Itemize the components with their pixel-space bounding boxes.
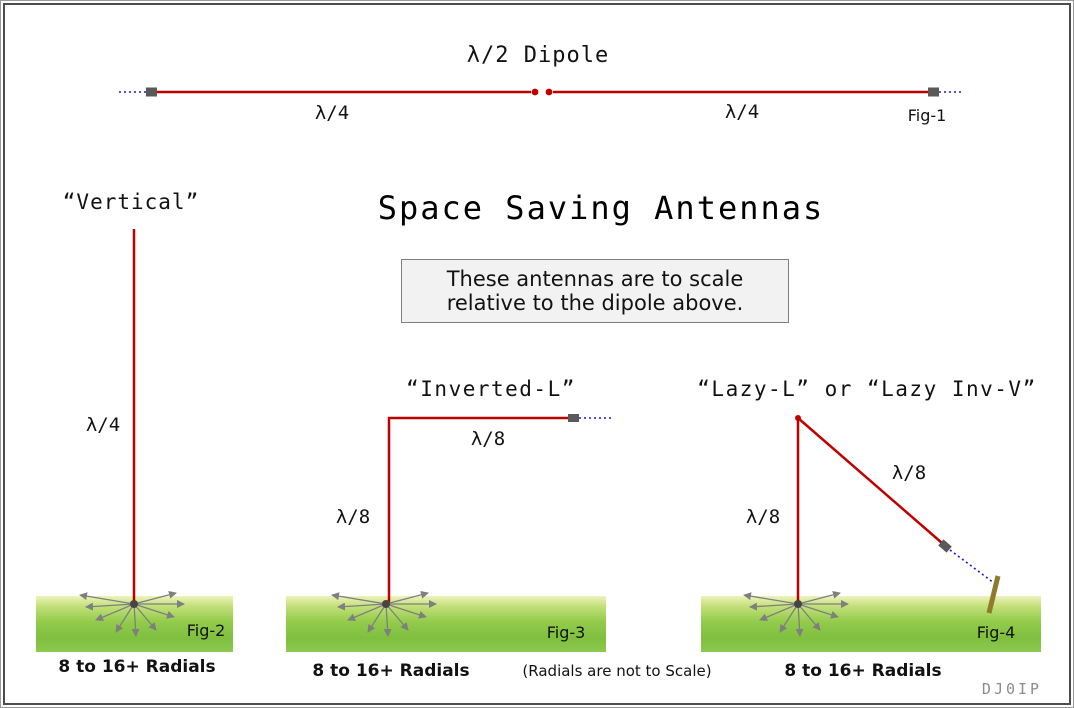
feedpoint-dots bbox=[531, 88, 801, 421]
inverted-l-insulator bbox=[568, 414, 579, 422]
lazy-l-rope bbox=[949, 549, 995, 584]
ground-stake bbox=[986, 575, 1001, 614]
inverted-l-title: “Inverted-L” bbox=[406, 377, 576, 401]
dipole-title: λ/2 Dipole bbox=[466, 43, 610, 68]
lazy-l-insulator bbox=[938, 539, 952, 553]
lazy-l-diag-length-label: λ/8 bbox=[891, 462, 927, 484]
inverted-l-wire bbox=[387, 416, 569, 604]
dipole-feedpoint-left-dot bbox=[531, 88, 539, 96]
dipole-left-insulator bbox=[146, 87, 157, 97]
fig3-label: Fig-3 bbox=[546, 623, 586, 642]
insulators bbox=[146, 87, 952, 553]
fig1-label: Fig-1 bbox=[907, 106, 947, 125]
inverted-l-top-length-label: λ/8 bbox=[470, 428, 506, 450]
dipole-feedpoint-right-dot bbox=[545, 88, 553, 96]
rope-lines bbox=[119, 91, 995, 584]
lazy-l-apex-dot bbox=[795, 415, 801, 421]
page-title: Space Saving Antennas bbox=[377, 189, 825, 227]
lazy-l-title: “Lazy-L” or “Lazy Inv-V” bbox=[697, 377, 1037, 401]
fig3-radials-label: 8 to 16+ Radials bbox=[312, 661, 470, 681]
ground-fig3 bbox=[286, 596, 606, 652]
scale-note-box: These antennas are to scale relative to … bbox=[401, 259, 789, 323]
radials-scale-note: (Radials are not to Scale) bbox=[522, 662, 712, 680]
scale-note-line1: These antennas are to scale bbox=[446, 267, 744, 291]
fig4-radials-label: 8 to 16+ Radials bbox=[784, 661, 942, 681]
watermark-callsign: DJ0IP bbox=[981, 680, 1043, 698]
lazy-l-side-length-label: λ/8 bbox=[745, 506, 781, 528]
antenna-wires bbox=[132, 90, 943, 604]
fig2-radials-label: 8 to 16+ Radials bbox=[58, 657, 216, 677]
lazy-l-sloping-wire bbox=[797, 417, 943, 544]
ground-patches bbox=[36, 596, 1041, 652]
dipole-left-length-label: λ/4 bbox=[314, 102, 350, 124]
inverted-l-side-length-label: λ/8 bbox=[335, 506, 371, 528]
scale-note-line2: relative to the dipole above. bbox=[446, 291, 744, 315]
ground-fig4 bbox=[701, 596, 1041, 652]
dipole-right-insulator bbox=[928, 87, 939, 97]
fig4-label: Fig-4 bbox=[976, 623, 1016, 642]
dipole-right-length-label: λ/4 bbox=[724, 101, 760, 123]
fig2-label: Fig-2 bbox=[186, 621, 226, 640]
vertical-antenna-title: “Vertical” bbox=[62, 190, 200, 214]
vertical-length-label: λ/4 bbox=[85, 414, 121, 436]
